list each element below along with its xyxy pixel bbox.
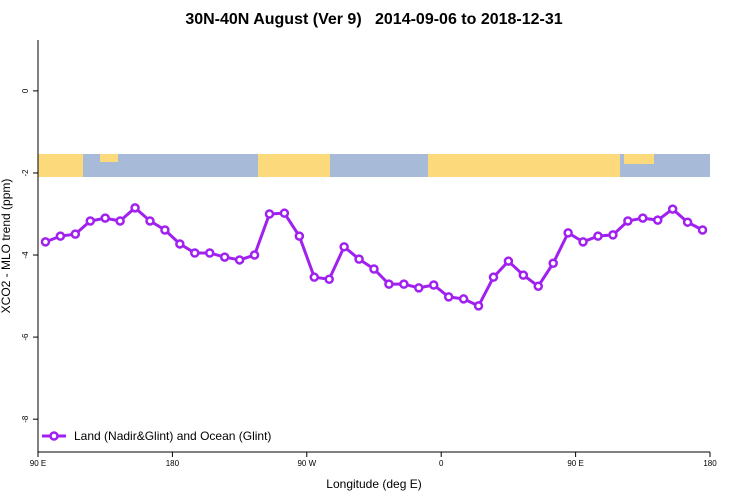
land-band [428, 154, 620, 177]
land-band [100, 154, 118, 162]
point [100, 213, 110, 223]
point [503, 256, 514, 266]
y-tick-label: -2 [21, 169, 30, 177]
y-tick-label: -4 [21, 251, 30, 259]
point [473, 301, 484, 311]
x-tick-label: 0 [439, 459, 444, 468]
point [354, 254, 364, 264]
point [130, 203, 140, 213]
point [488, 272, 499, 282]
x-tick-label: 180 [703, 459, 717, 468]
point [279, 208, 290, 218]
point [428, 280, 439, 290]
point [55, 231, 66, 241]
y-tick-label: -8 [21, 415, 30, 423]
point [40, 237, 51, 247]
point [294, 231, 305, 241]
chart-title: 30N-40N August (Ver 9) 2014-09-06 to 201… [185, 11, 562, 28]
point [369, 264, 379, 274]
legend-marker [49, 431, 59, 441]
point [697, 225, 708, 235]
x-tick-label: 90 E [567, 459, 583, 468]
point [204, 248, 215, 258]
y-axis-label: XCO2 - MLO trend (ppm) [0, 179, 13, 314]
point [667, 204, 678, 214]
point [115, 216, 125, 226]
x-tick-label: 90 W [297, 459, 316, 468]
point [533, 281, 544, 291]
point [70, 229, 81, 239]
point [219, 252, 230, 262]
point [682, 217, 693, 227]
point [578, 237, 588, 247]
point [234, 255, 245, 265]
point [175, 239, 185, 249]
point [548, 258, 558, 268]
legend-label: Land (Nadir&Glint) and Ocean (Glint) [74, 429, 271, 443]
y-tick-label: -6 [21, 333, 30, 341]
land-band [38, 154, 83, 177]
point [414, 283, 424, 293]
x-axis-label: Longitude (deg E) [326, 477, 421, 491]
point [249, 250, 260, 260]
point [309, 272, 320, 282]
x-tick-label: 180 [166, 459, 180, 468]
point [593, 231, 603, 241]
land-band [258, 154, 330, 177]
land-band [624, 154, 654, 164]
land-ocean-strip [38, 154, 710, 177]
point [458, 294, 469, 304]
point [264, 209, 275, 219]
point [443, 292, 454, 302]
point [160, 225, 170, 235]
point [384, 279, 394, 289]
point [339, 242, 349, 252]
point [623, 216, 633, 226]
point [85, 216, 96, 226]
point [399, 279, 409, 289]
point [608, 230, 618, 240]
point [190, 248, 200, 258]
point [563, 228, 573, 238]
point [638, 213, 648, 223]
series-line [44, 205, 704, 308]
point [518, 270, 529, 280]
x-tick-label: 90 E [30, 459, 46, 468]
point [324, 274, 334, 284]
point [145, 216, 155, 226]
y-tick-label: 0 [21, 88, 30, 93]
point [652, 215, 663, 225]
